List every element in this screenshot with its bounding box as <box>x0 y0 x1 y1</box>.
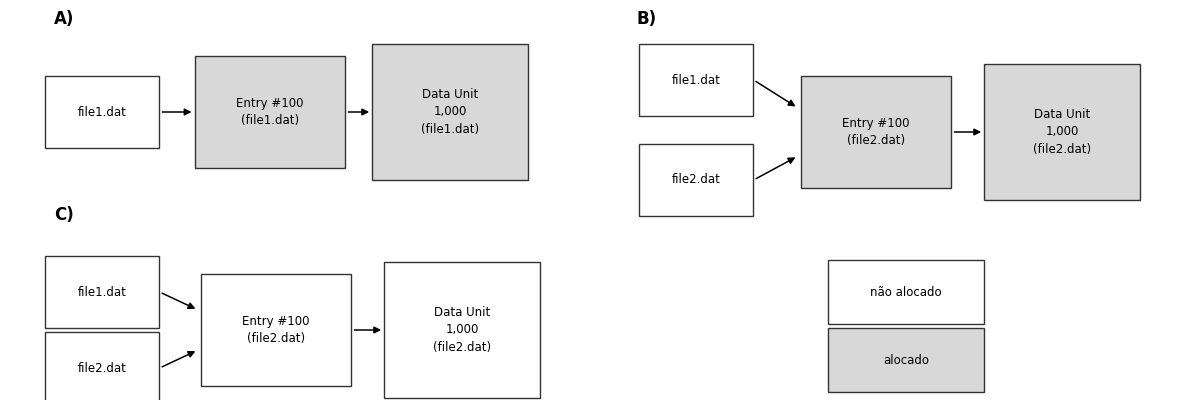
FancyBboxPatch shape <box>202 274 352 386</box>
Text: file2.dat: file2.dat <box>78 362 126 374</box>
Text: A): A) <box>54 10 74 28</box>
Text: Data Unit
1,000
(file2.dat): Data Unit 1,000 (file2.dat) <box>433 306 491 354</box>
FancyBboxPatch shape <box>984 64 1140 200</box>
Text: file1.dat: file1.dat <box>78 106 126 118</box>
Text: file1.dat: file1.dat <box>78 286 126 298</box>
Text: Entry #100
(file2.dat): Entry #100 (file2.dat) <box>842 117 910 147</box>
FancyBboxPatch shape <box>194 56 346 168</box>
FancyBboxPatch shape <box>46 256 158 328</box>
Text: Data Unit
1,000
(file1.dat): Data Unit 1,000 (file1.dat) <box>421 88 479 136</box>
Text: Data Unit
1,000
(file2.dat): Data Unit 1,000 (file2.dat) <box>1033 108 1091 156</box>
FancyBboxPatch shape <box>640 144 754 216</box>
FancyBboxPatch shape <box>640 44 754 116</box>
FancyBboxPatch shape <box>46 76 158 148</box>
Text: Entry #100
(file2.dat): Entry #100 (file2.dat) <box>242 315 310 345</box>
Text: file1.dat: file1.dat <box>672 74 720 86</box>
Text: não alocado: não alocado <box>870 286 942 298</box>
Text: C): C) <box>54 206 73 224</box>
Text: Entry #100
(file1.dat): Entry #100 (file1.dat) <box>236 97 304 127</box>
Text: B): B) <box>636 10 656 28</box>
FancyBboxPatch shape <box>802 76 952 188</box>
FancyBboxPatch shape <box>46 332 158 400</box>
FancyBboxPatch shape <box>384 262 540 398</box>
Text: alocado: alocado <box>883 354 929 366</box>
Text: file2.dat: file2.dat <box>672 174 720 186</box>
FancyBboxPatch shape <box>828 328 984 392</box>
FancyBboxPatch shape <box>828 260 984 324</box>
FancyBboxPatch shape <box>372 44 528 180</box>
